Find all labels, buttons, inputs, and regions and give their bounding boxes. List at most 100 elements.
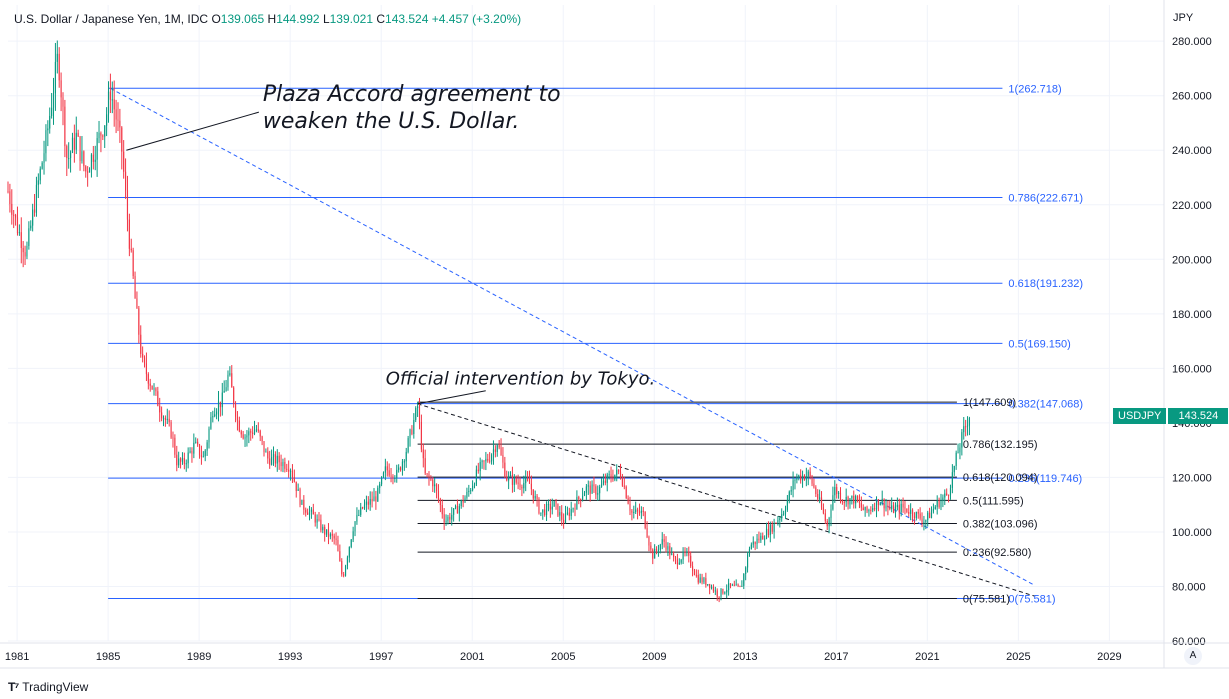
candle-body (413, 420, 415, 435)
candle-body (936, 500, 938, 507)
candle-body (143, 357, 146, 364)
trendline-1998[interactable] (417, 403, 1035, 597)
plaza-accord-pointer[interactable] (126, 111, 260, 151)
candle-body (712, 586, 715, 592)
candle-body (921, 518, 923, 523)
candle-body (561, 512, 563, 520)
candle-body (136, 298, 138, 309)
candle-body (335, 538, 337, 540)
candle-body (699, 577, 701, 583)
candle-body (140, 334, 142, 354)
candle-body (157, 391, 159, 406)
candle-body (244, 437, 246, 439)
candle-body (119, 120, 121, 128)
candle-body (193, 442, 195, 454)
candle-body (206, 442, 208, 451)
candle-body (908, 511, 910, 514)
axes[interactable]: 280.000 260.000 240.000 220.000 200.000 180.0… (0, 0, 1229, 669)
candle-body (26, 245, 28, 257)
candle-body (7, 191, 9, 193)
candle-body (866, 506, 868, 512)
x-tick-label: 1997 (369, 651, 393, 663)
candle-body (494, 449, 496, 452)
candle-body (680, 559, 682, 563)
candle-body (968, 418, 971, 426)
candle-body (889, 507, 891, 509)
candle-body (735, 584, 737, 586)
candle-body (47, 128, 49, 131)
tradingview-logo-icon: T⁷ (8, 680, 19, 694)
candle-body (149, 383, 151, 386)
candle-body (401, 461, 404, 470)
candle-body (650, 545, 652, 550)
candle-body (777, 520, 779, 524)
candle-body (686, 551, 688, 553)
official-intervention-pointer[interactable] (417, 390, 486, 405)
candle-body (847, 496, 849, 505)
candle-body (547, 503, 550, 505)
candle-body (618, 469, 620, 472)
candle-body (185, 463, 187, 465)
candle-body (794, 480, 796, 482)
candle-body (126, 190, 129, 220)
candle-body (223, 390, 225, 393)
candle-body (468, 490, 470, 492)
candle-body (373, 496, 375, 502)
candle-body (553, 501, 555, 507)
x-tick-label: 2009 (642, 651, 666, 663)
candle-body (506, 477, 508, 481)
x-tick-label: 1989 (187, 651, 211, 663)
candle-body (32, 209, 34, 226)
candle-body (314, 514, 316, 523)
candle-body (673, 553, 675, 558)
candle-body (771, 524, 773, 532)
candle-body (422, 449, 424, 459)
official-intervention-line1[interactable]: Official intervention by Tokyo. (386, 369, 655, 390)
candle-body (337, 539, 339, 552)
candle-body (602, 480, 605, 485)
fibonacci-retracements[interactable]: 1(262.718) 0.786(222.671) 0.618(191.232) 0.… (108, 83, 1083, 606)
candle-body (874, 508, 876, 510)
legend-header: U.S. Dollar / Japanese Yen, 1M, IDC O139… (14, 12, 521, 26)
candle-body (551, 506, 553, 510)
candle-body (405, 451, 407, 462)
candle-body (932, 509, 934, 512)
candle-body (125, 171, 127, 191)
candle-body (786, 500, 788, 510)
candle-body (458, 506, 460, 514)
candle-body (489, 460, 491, 462)
candle-body (915, 511, 917, 519)
candle-body (487, 458, 489, 461)
candle-body (168, 418, 170, 423)
candle-body (204, 450, 206, 457)
candle-body (760, 535, 762, 541)
candle-body (826, 521, 828, 527)
candle-body (128, 219, 130, 249)
candle-body (563, 519, 565, 523)
candle-body (868, 509, 870, 512)
candle-body (610, 474, 612, 478)
candle-body (616, 469, 618, 475)
candle-body (870, 509, 872, 511)
candle-body (676, 559, 678, 565)
brand[interactable]: T⁷ TradingView (8, 680, 88, 694)
candle-body (28, 228, 30, 246)
candle-body (599, 486, 601, 494)
plaza-accord-line1[interactable]: Plaza Accord agreement to (263, 82, 561, 107)
auto-scale-button[interactable]: A (1184, 647, 1202, 665)
candle-body (142, 353, 144, 358)
plaza-accord-line2[interactable]: weaken the U.S. Dollar. (263, 109, 520, 134)
candle-body (132, 250, 134, 277)
candle-body (449, 516, 451, 520)
candle-body (246, 435, 248, 438)
trendlines[interactable] (110, 87, 1035, 597)
candle-body (853, 495, 855, 504)
candle-body (965, 426, 967, 428)
candle-body (102, 135, 104, 137)
candle-body (858, 501, 861, 504)
candle-body (362, 507, 364, 509)
candle-body (111, 99, 113, 101)
candlestick-series (7, 40, 971, 603)
